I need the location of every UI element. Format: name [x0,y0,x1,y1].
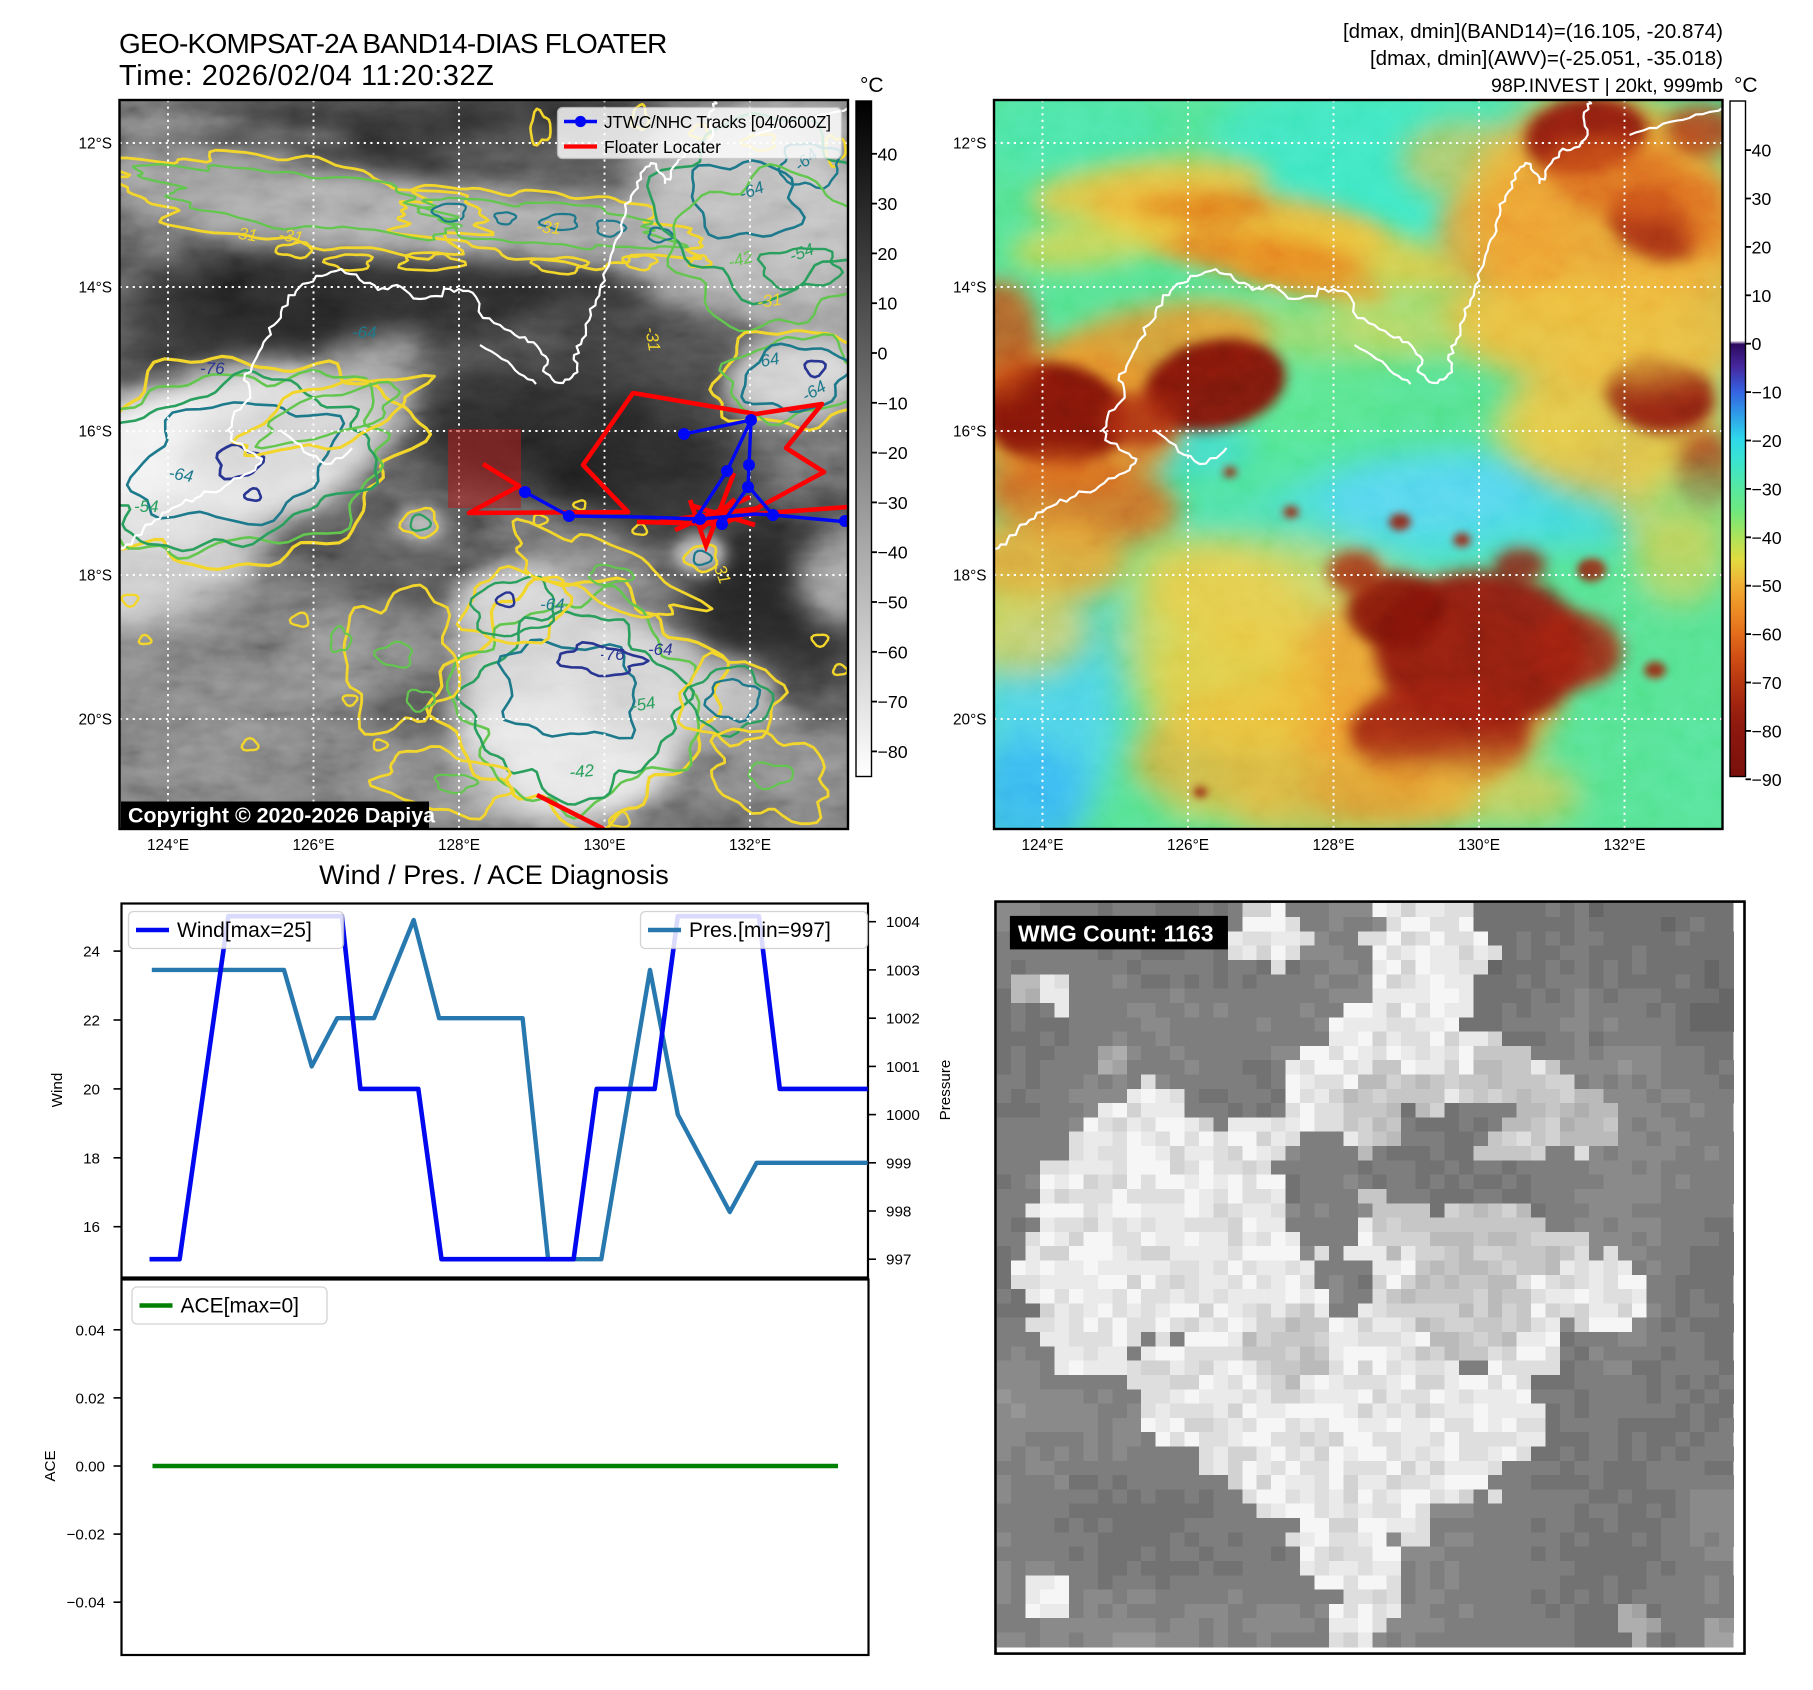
svg-text:1000: 1000 [886,1107,920,1124]
svg-text:1002: 1002 [886,1011,920,1028]
svg-text:18°S: 18°S [78,568,112,585]
svg-text:124°E: 124°E [1021,837,1063,854]
svg-text:-42: -42 [569,761,596,782]
svg-text:[dmax, dmin](AWV)=(-25.051, -3: [dmax, dmin](AWV)=(-25.051, -35.018) [1370,47,1723,70]
svg-text:128°E: 128°E [1312,837,1354,854]
svg-text:-31: -31 [277,225,304,247]
svg-text:-31: -31 [231,223,258,245]
svg-text:-76: -76 [200,359,225,378]
svg-text:0.02: 0.02 [75,1390,105,1407]
svg-text:−90: −90 [1752,770,1782,790]
svg-text:30: 30 [1752,189,1772,209]
svg-text:°C: °C [860,74,884,97]
svg-text:-64: -64 [648,640,673,659]
svg-text:16: 16 [83,1219,100,1236]
svg-text:Pres.[min=997]: Pres.[min=997] [689,919,831,942]
svg-text:Time: 2026/02/04 11:20:32Z: Time: 2026/02/04 11:20:32Z [119,60,494,92]
svg-text:−0.02: −0.02 [67,1527,105,1544]
svg-text:1003: 1003 [886,962,920,979]
svg-text:−60: −60 [878,642,908,662]
svg-text:-64: -64 [167,463,195,486]
svg-text:20: 20 [878,244,898,264]
svg-text:24: 24 [83,944,100,961]
svg-text:12°S: 12°S [953,136,987,153]
svg-text:Floater Locater: Floater Locater [604,137,721,157]
svg-text:−80: −80 [878,742,908,762]
svg-text:0.04: 0.04 [75,1322,105,1339]
svg-text:40: 40 [1752,141,1772,161]
svg-text:−10: −10 [1752,383,1782,403]
svg-text:−40: −40 [878,543,908,563]
svg-text:18°S: 18°S [953,568,987,585]
svg-text:−60: −60 [1752,625,1782,645]
svg-text:−70: −70 [878,692,908,712]
svg-text:30: 30 [878,194,898,214]
svg-text:997: 997 [886,1252,911,1269]
svg-text:-54: -54 [629,693,657,716]
svg-text:ACE: ACE [42,1450,59,1481]
svg-text:126°E: 126°E [1167,837,1209,854]
svg-text:Wind / Pres. / ACE Diagnosis: Wind / Pres. / ACE Diagnosis [319,860,669,890]
svg-text:-76: -76 [600,645,625,664]
svg-text:-31: -31 [756,290,783,312]
svg-text:−80: −80 [1752,721,1782,741]
svg-text:−20: −20 [878,443,908,463]
svg-text:−20: −20 [1752,431,1782,451]
svg-text:10: 10 [878,294,898,314]
svg-text:0: 0 [1752,334,1762,354]
svg-text:128°E: 128°E [438,837,480,854]
svg-text:-31: -31 [641,325,664,353]
svg-text:40: 40 [878,144,898,164]
svg-text:−30: −30 [1752,479,1782,499]
svg-text:-64: -64 [753,349,781,372]
svg-text:130°E: 130°E [1458,837,1500,854]
svg-text:20: 20 [1752,237,1772,257]
svg-text:-31: -31 [536,217,562,238]
svg-text:14°S: 14°S [953,280,987,297]
svg-text:Copyright © 2020-2026 Dapiya: Copyright © 2020-2026 Dapiya [128,804,436,828]
svg-text:20°S: 20°S [78,712,112,729]
svg-text:-54: -54 [134,497,159,516]
svg-text:-64: -64 [540,595,565,614]
svg-text:22: 22 [83,1013,100,1030]
svg-text:WMG Count: 1163: WMG Count: 1163 [1018,921,1214,947]
svg-text:20: 20 [83,1081,100,1098]
svg-text:0: 0 [878,344,888,364]
svg-text:12°S: 12°S [78,136,112,153]
svg-text:124°E: 124°E [147,837,189,854]
svg-text:Pressure: Pressure [937,1060,954,1121]
svg-text:132°E: 132°E [1603,837,1645,854]
svg-text:−40: −40 [1752,528,1782,548]
svg-text:98P.INVEST | 20kt, 999mb: 98P.INVEST | 20kt, 999mb [1491,75,1723,97]
svg-text:18: 18 [83,1150,100,1167]
svg-text:Wind[max=25]: Wind[max=25] [177,919,312,942]
svg-text:[dmax, dmin](BAND14)=(16.105,: [dmax, dmin](BAND14)=(16.105, -20.874) [1343,20,1723,43]
svg-text:JTWC/NHC Tracks [04/0600Z]: JTWC/NHC Tracks [04/0600Z] [604,112,831,132]
svg-text:-64: -64 [352,323,377,342]
svg-text:130°E: 130°E [583,837,625,854]
svg-text:20°S: 20°S [953,712,987,729]
svg-text:−50: −50 [878,593,908,613]
svg-text:−10: −10 [878,393,908,413]
svg-text:126°E: 126°E [292,837,334,854]
svg-text:°C: °C [1734,74,1758,97]
svg-text:−50: −50 [1752,576,1782,596]
svg-text:−30: −30 [878,493,908,513]
svg-text:−70: −70 [1752,673,1782,693]
svg-text:14°S: 14°S [78,280,112,297]
svg-text:16°S: 16°S [78,424,112,441]
svg-text:132°E: 132°E [729,837,771,854]
svg-text:1004: 1004 [886,914,920,931]
svg-text:0.00: 0.00 [75,1459,105,1476]
svg-text:16°S: 16°S [953,424,987,441]
svg-text:Wind: Wind [49,1073,66,1108]
svg-text:GEO-KOMPSAT-2A BAND14-DIAS FLO: GEO-KOMPSAT-2A BAND14-DIAS FLOATER [119,28,667,59]
svg-text:−0.04: −0.04 [67,1595,105,1612]
svg-text:10: 10 [1752,286,1772,306]
svg-text:998: 998 [886,1204,911,1221]
svg-text:1001: 1001 [886,1059,920,1076]
svg-text:ACE[max=0]: ACE[max=0] [181,1295,299,1318]
svg-text:999: 999 [886,1155,911,1172]
